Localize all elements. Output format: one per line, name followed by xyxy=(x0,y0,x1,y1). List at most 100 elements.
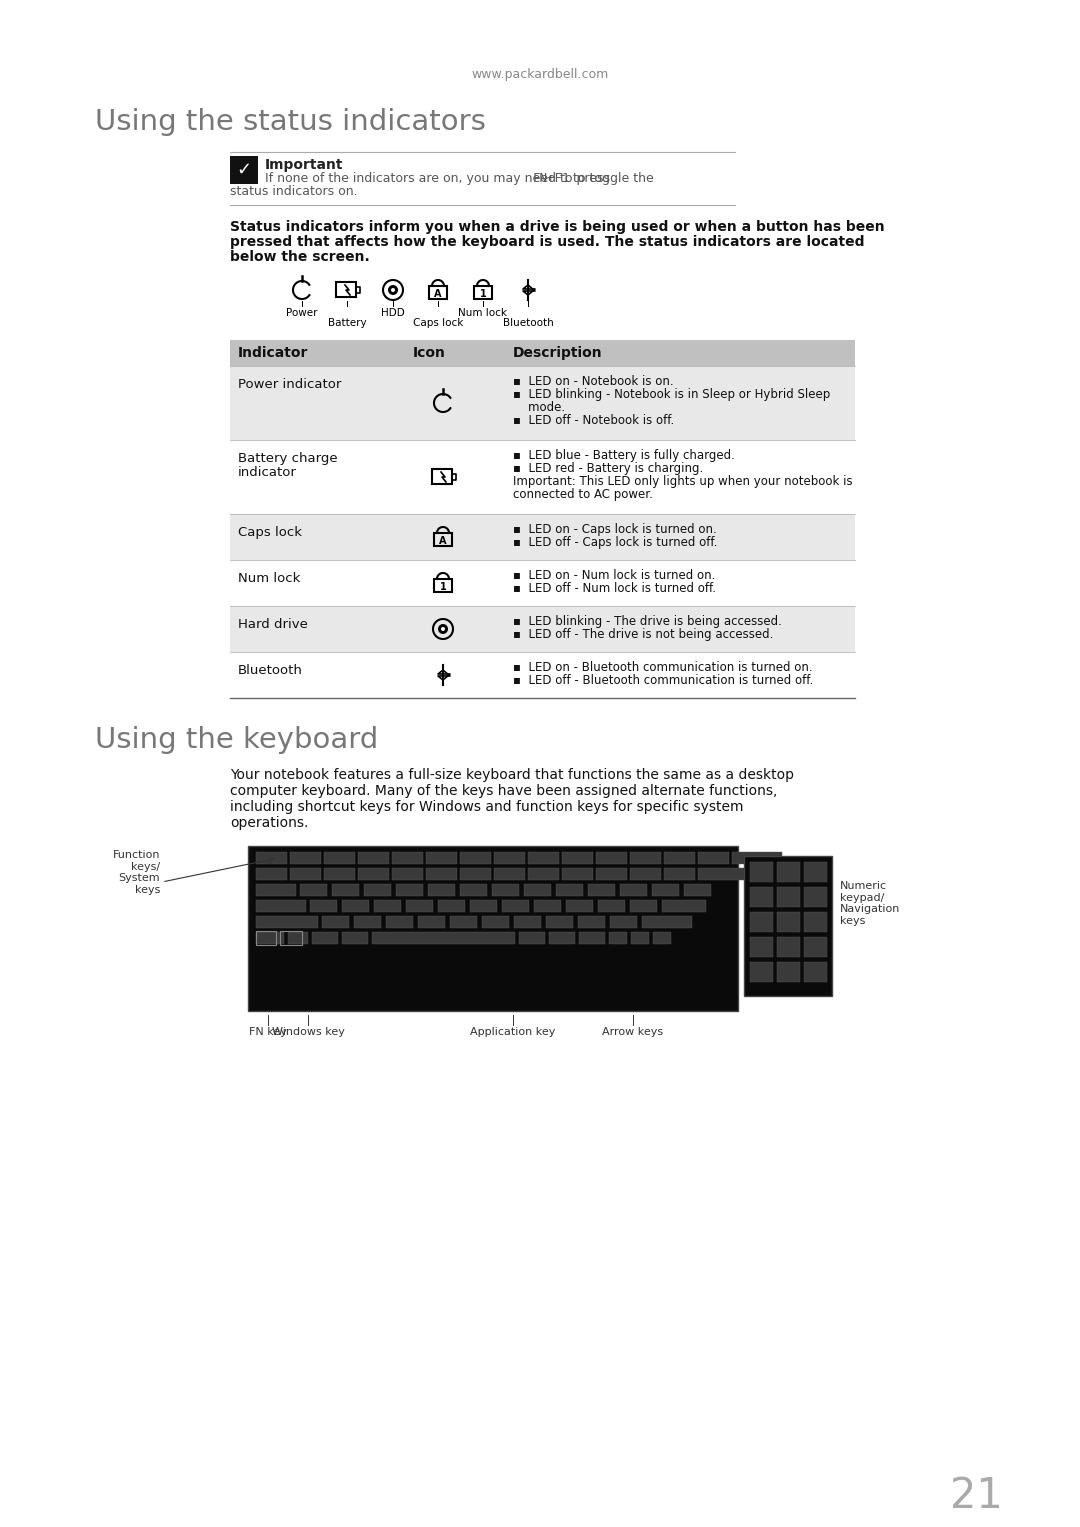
Bar xyxy=(642,916,692,928)
Bar xyxy=(291,852,321,864)
Bar xyxy=(300,884,327,896)
Bar xyxy=(230,366,855,440)
Bar xyxy=(528,867,559,880)
Bar xyxy=(438,899,465,912)
Bar xyxy=(256,884,296,896)
Bar xyxy=(429,286,447,299)
Bar xyxy=(630,867,661,880)
Bar xyxy=(357,867,389,880)
Bar xyxy=(777,962,800,982)
Text: including shortcut keys for Windows and function keys for specific system: including shortcut keys for Windows and … xyxy=(230,800,743,814)
Bar xyxy=(324,852,355,864)
Bar xyxy=(336,282,356,296)
Text: Bluetooth: Bluetooth xyxy=(502,318,553,328)
Bar xyxy=(579,931,605,944)
Bar xyxy=(494,867,525,880)
Text: Using the keyboard: Using the keyboard xyxy=(95,725,378,754)
Bar xyxy=(470,899,497,912)
Bar xyxy=(610,916,637,928)
Text: Battery charge: Battery charge xyxy=(238,452,338,466)
Text: If none of the indicators are on, you may need to press: If none of the indicators are on, you ma… xyxy=(265,173,615,185)
Bar xyxy=(432,469,453,484)
Bar xyxy=(777,912,800,931)
Circle shape xyxy=(388,286,399,295)
Bar xyxy=(256,867,287,880)
Bar xyxy=(386,916,413,928)
Text: status indicators on.: status indicators on. xyxy=(230,185,357,199)
Bar xyxy=(230,341,855,366)
Text: Icon: Icon xyxy=(413,347,446,360)
Text: pressed that affects how the keyboard is used. The status indicators are located: pressed that affects how the keyboard is… xyxy=(230,235,864,249)
Text: Windows key: Windows key xyxy=(271,1028,345,1037)
Text: FN key: FN key xyxy=(249,1028,287,1037)
Bar xyxy=(428,884,455,896)
Bar xyxy=(732,852,782,864)
Bar xyxy=(492,884,519,896)
Bar xyxy=(434,579,453,592)
Text: ▪  LED red - Battery is charging.: ▪ LED red - Battery is charging. xyxy=(513,463,703,475)
Bar xyxy=(392,867,423,880)
Bar xyxy=(804,887,827,907)
Text: ▪  LED on - Num lock is turned on.: ▪ LED on - Num lock is turned on. xyxy=(513,570,715,582)
Bar xyxy=(596,852,627,864)
Bar xyxy=(750,912,773,931)
Text: Status indicators inform you when a drive is being used or when a button has bee: Status indicators inform you when a driv… xyxy=(230,220,885,234)
Bar xyxy=(652,884,679,896)
Bar xyxy=(426,852,457,864)
Bar xyxy=(698,852,729,864)
Bar xyxy=(291,867,321,880)
Bar xyxy=(598,899,625,912)
Text: Num lock: Num lock xyxy=(238,573,300,585)
Bar xyxy=(546,916,573,928)
Text: Numeric
keypad/
Navigation
keys: Numeric keypad/ Navigation keys xyxy=(840,881,901,925)
Bar xyxy=(804,912,827,931)
Text: Application key: Application key xyxy=(470,1028,556,1037)
Bar xyxy=(372,931,515,944)
Text: Your notebook features a full-size keyboard that functions the same as a desktop: Your notebook features a full-size keybo… xyxy=(230,768,794,782)
Bar xyxy=(256,931,276,945)
Text: ▪  LED off - The drive is not being accessed.: ▪ LED off - The drive is not being acces… xyxy=(513,628,773,641)
Bar xyxy=(750,962,773,982)
Bar xyxy=(230,440,855,515)
Bar xyxy=(750,938,773,957)
Bar xyxy=(482,916,509,928)
Bar xyxy=(280,931,302,945)
Text: below the screen.: below the screen. xyxy=(230,250,369,264)
Text: Hard drive: Hard drive xyxy=(238,618,308,631)
Bar xyxy=(524,884,551,896)
Text: A: A xyxy=(434,289,442,299)
Bar xyxy=(562,852,593,864)
Text: Power indicator: Power indicator xyxy=(238,379,341,391)
Text: Indicator: Indicator xyxy=(238,347,309,360)
Bar xyxy=(630,899,657,912)
Text: ▪  LED blinking - Notebook is in Sleep or Hybrid Sleep: ▪ LED blinking - Notebook is in Sleep or… xyxy=(513,388,831,402)
Text: FN+F1: FN+F1 xyxy=(534,173,570,185)
Bar xyxy=(664,867,696,880)
Bar xyxy=(310,899,337,912)
Bar xyxy=(750,887,773,907)
Bar xyxy=(578,916,605,928)
Bar xyxy=(460,867,491,880)
Bar xyxy=(777,887,800,907)
Text: ▪  LED on - Caps lock is turned on.: ▪ LED on - Caps lock is turned on. xyxy=(513,524,717,536)
Text: Description: Description xyxy=(513,347,603,360)
Bar xyxy=(406,899,433,912)
Bar xyxy=(396,884,423,896)
Text: mode.: mode. xyxy=(513,402,565,414)
Bar xyxy=(744,857,832,996)
Bar xyxy=(804,938,827,957)
Bar xyxy=(596,867,627,880)
Bar xyxy=(364,884,391,896)
Text: ▪  LED blinking - The drive is being accessed.: ▪ LED blinking - The drive is being acce… xyxy=(513,615,782,628)
Text: ▪  LED off - Caps lock is turned off.: ▪ LED off - Caps lock is turned off. xyxy=(513,536,717,550)
Bar xyxy=(312,931,338,944)
Bar xyxy=(514,916,541,928)
Bar xyxy=(256,931,284,944)
Bar xyxy=(418,916,445,928)
Bar xyxy=(256,916,318,928)
Bar xyxy=(332,884,359,896)
Bar xyxy=(230,515,855,560)
Text: to toggle the: to toggle the xyxy=(569,173,653,185)
Bar xyxy=(664,852,696,864)
Bar xyxy=(631,931,649,944)
